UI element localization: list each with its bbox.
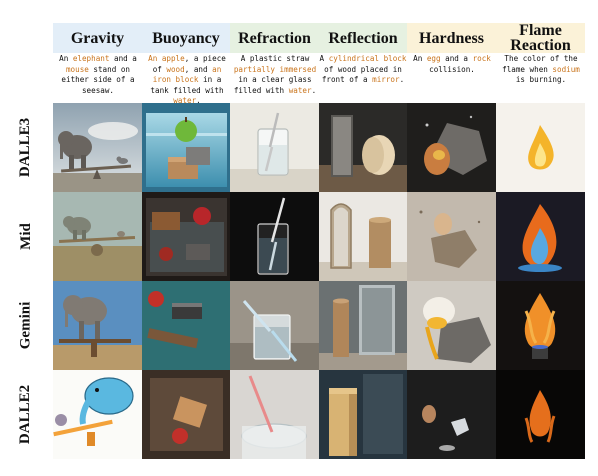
column-header-buoyancy: Buoyancy xyxy=(142,23,230,53)
image-dalle3-refraction xyxy=(230,103,319,192)
image-dalle2-flame-reaction xyxy=(496,370,585,459)
image-mid-refraction xyxy=(230,192,319,281)
row-label-dalle2: DALLE2 xyxy=(17,384,34,445)
caption-highlight: rock xyxy=(472,54,491,63)
image-gemini-refraction xyxy=(230,281,319,370)
caption-text: . xyxy=(196,96,201,105)
image-dalle2-gravity xyxy=(53,370,142,459)
caption-highlight: water xyxy=(173,96,197,105)
image-gemini-gravity xyxy=(53,281,142,370)
image-dalle3-flame-reaction xyxy=(496,103,585,192)
caption-hardness: An egg and a rock collision. xyxy=(410,54,494,100)
caption-highlight: elephant xyxy=(72,54,110,63)
image-mid-reflection xyxy=(319,192,408,281)
caption-highlight: egg xyxy=(426,54,441,63)
caption-highlight: water xyxy=(288,85,312,95)
image-mid-buoyancy xyxy=(142,192,231,281)
caption-highlight: wood xyxy=(166,64,185,74)
caption-text: , and xyxy=(184,64,213,74)
caption-highlight: mouse xyxy=(65,64,89,74)
caption-buoyancy: An apple, a piece of wood, and an iron b… xyxy=(143,54,231,105)
caption-flame-reaction: The color of the flame when sodium is bu… xyxy=(497,54,585,100)
column-header-flame-reaction: Flame Reaction xyxy=(496,23,585,54)
caption-refraction: A plastic straw partially immersed in a … xyxy=(229,54,321,100)
caption-text: . xyxy=(399,75,405,84)
image-dalle2-hardness xyxy=(407,370,496,459)
image-dalle2-buoyancy xyxy=(142,370,231,459)
image-dalle3-reflection xyxy=(319,103,408,192)
image-gemini-buoyancy xyxy=(142,281,231,370)
row-label-mid: Mid xyxy=(17,223,34,250)
caption-text: An xyxy=(59,54,73,63)
image-dalle3-hardness xyxy=(407,103,496,192)
caption-highlight: An apple xyxy=(148,54,185,63)
image-mid-hardness xyxy=(407,192,496,281)
caption-reflection: A cylindrical block of wood placed in fr… xyxy=(318,54,408,100)
caption-text: is burning. xyxy=(515,75,567,84)
caption-text: A plastic straw xyxy=(240,54,310,63)
caption-text: in a tank filled with xyxy=(150,75,224,95)
caption-text: , a piece of xyxy=(152,54,226,74)
image-dalle3-buoyancy xyxy=(142,103,231,192)
image-gemini-hardness xyxy=(407,281,496,370)
image-gemini-reflection xyxy=(319,281,408,370)
caption-highlight: cylindrical block xyxy=(328,54,407,63)
caption-gravity: An elephant and a mouse stand on either … xyxy=(55,54,141,100)
image-dalle2-refraction xyxy=(230,370,319,459)
image-mid-gravity xyxy=(53,192,142,281)
caption-text: collision. xyxy=(429,64,475,74)
caption-text: . xyxy=(311,85,317,95)
column-header-reflection: Reflection xyxy=(319,23,407,53)
caption-highlight: sodium xyxy=(552,64,580,74)
column-header-gravity: Gravity xyxy=(53,23,142,53)
column-header-hardness: Hardness xyxy=(407,23,496,53)
caption-text: A xyxy=(319,54,329,63)
caption-text: The color of the flame when xyxy=(502,54,578,74)
caption-text: of wood placed in front of a xyxy=(321,64,402,85)
caption-text: and a xyxy=(440,54,473,63)
caption-text: stand on either side of a seesaw. xyxy=(61,64,135,95)
caption-text: and a xyxy=(109,54,137,63)
image-gemini-flame-reaction xyxy=(496,281,585,370)
image-mid-flame-reaction xyxy=(496,192,585,281)
caption-text: in a clear glass filled with xyxy=(233,75,312,95)
column-header-refraction: Refraction xyxy=(230,23,319,53)
image-dalle3-gravity xyxy=(53,103,142,192)
caption-highlight: mirror xyxy=(372,75,400,84)
image-dalle2-reflection xyxy=(319,370,408,459)
caption-highlight: an iron block xyxy=(152,64,222,85)
row-label-gemini: Gemini xyxy=(17,301,34,350)
row-label-dalle3: DALLE3 xyxy=(17,117,34,178)
caption-highlight: partially immersed xyxy=(233,64,317,74)
caption-text: An xyxy=(413,54,427,63)
